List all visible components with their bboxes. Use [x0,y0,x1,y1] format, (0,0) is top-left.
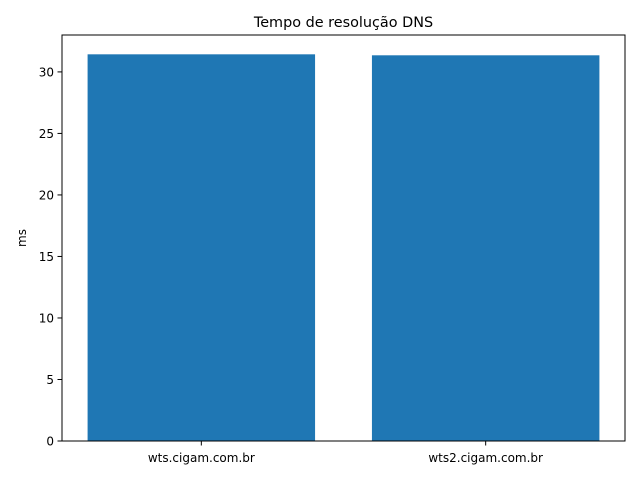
x-tick-label: wts.cigam.com.br [148,451,255,465]
y-tick-label: 25 [39,127,54,141]
bar [87,54,316,441]
y-tick-label: 0 [46,435,54,449]
bar [371,55,600,442]
y-tick-label: 20 [39,188,54,202]
y-tick-label: 15 [39,250,54,264]
chart-title: Tempo de resolução DNS [253,15,433,31]
x-tick-label: wts2.cigam.com.br [428,451,543,465]
y-tick-label: 10 [39,311,54,325]
axes-frame [61,34,626,442]
y-tick-label: 30 [39,65,54,79]
y-axis-label: ms [15,229,29,247]
y-tick-label: 5 [46,373,54,387]
